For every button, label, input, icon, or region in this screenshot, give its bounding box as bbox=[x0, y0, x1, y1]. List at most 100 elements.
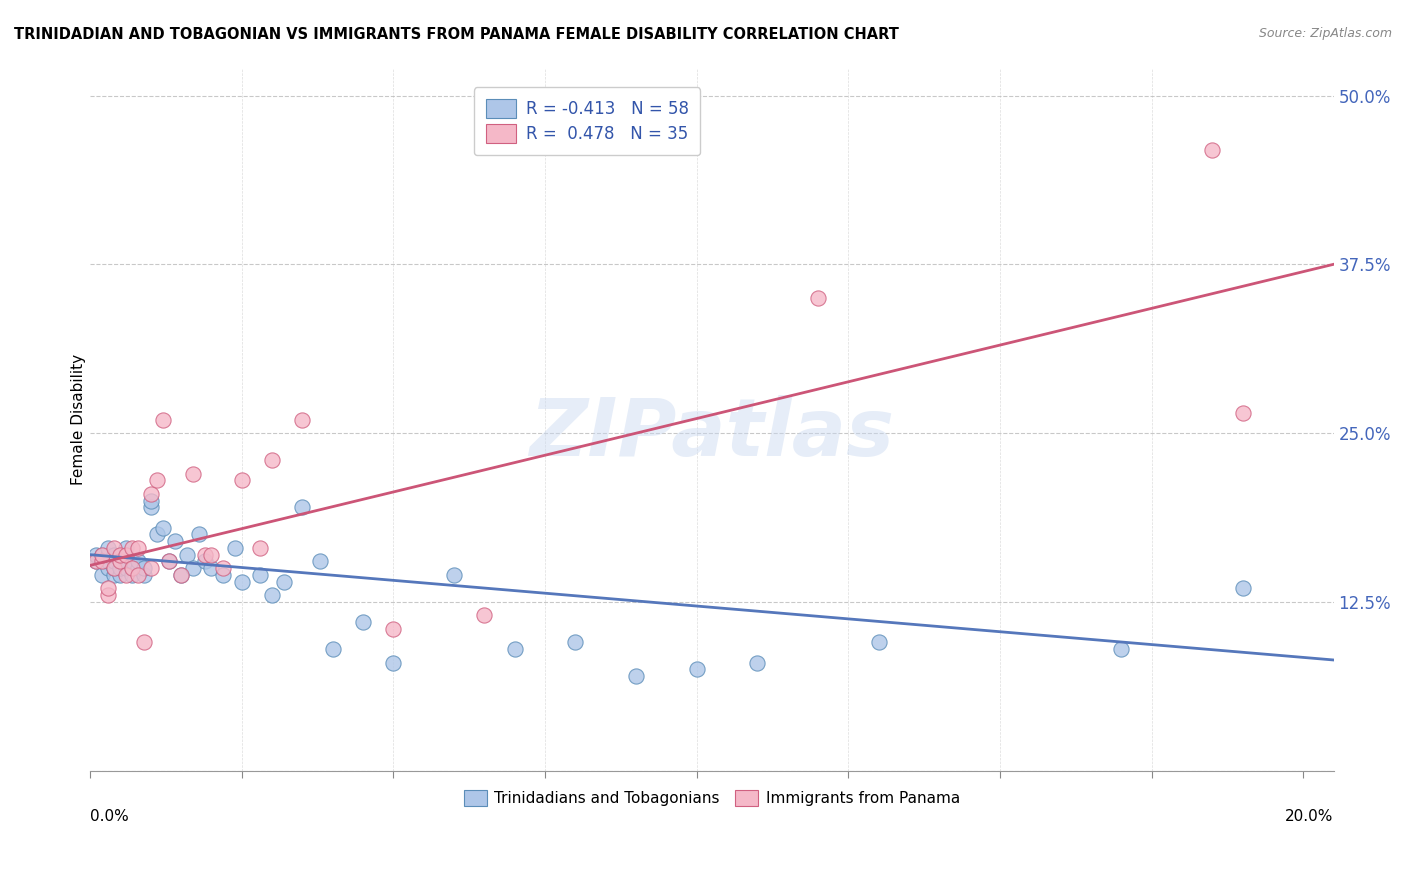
Point bbox=[249, 568, 271, 582]
Point bbox=[1201, 143, 1223, 157]
Point bbox=[503, 642, 526, 657]
Point bbox=[170, 568, 193, 582]
Point bbox=[127, 554, 149, 568]
Point bbox=[121, 561, 143, 575]
Point bbox=[108, 548, 131, 562]
Point bbox=[152, 412, 174, 426]
Point bbox=[231, 574, 253, 589]
Point bbox=[103, 561, 125, 575]
Point bbox=[103, 548, 125, 562]
Point bbox=[84, 554, 107, 568]
Point bbox=[121, 561, 143, 575]
Point bbox=[1109, 642, 1132, 657]
Point bbox=[1232, 406, 1254, 420]
Point bbox=[91, 548, 114, 562]
Point bbox=[231, 474, 253, 488]
Point bbox=[443, 568, 465, 582]
Point bbox=[194, 554, 217, 568]
Point bbox=[188, 527, 211, 541]
Point bbox=[249, 541, 271, 555]
Point bbox=[472, 608, 495, 623]
Point bbox=[291, 500, 314, 515]
Point bbox=[139, 493, 162, 508]
Point bbox=[181, 467, 204, 481]
Point bbox=[115, 541, 138, 555]
Point bbox=[91, 554, 114, 568]
Point bbox=[97, 554, 120, 568]
Point bbox=[84, 548, 107, 562]
Point bbox=[685, 662, 707, 676]
Point bbox=[352, 615, 374, 629]
Point bbox=[91, 554, 114, 568]
Point bbox=[139, 561, 162, 575]
Point bbox=[134, 568, 156, 582]
Point bbox=[868, 635, 890, 649]
Point bbox=[157, 554, 180, 568]
Point bbox=[260, 453, 283, 467]
Point bbox=[134, 561, 156, 575]
Point bbox=[103, 561, 125, 575]
Point bbox=[1232, 582, 1254, 596]
Point bbox=[291, 412, 314, 426]
Point bbox=[200, 561, 222, 575]
Legend: Trinidadians and Tobagonians, Immigrants from Panama: Trinidadians and Tobagonians, Immigrants… bbox=[457, 784, 966, 813]
Point bbox=[134, 635, 156, 649]
Point bbox=[747, 656, 769, 670]
Point bbox=[108, 554, 131, 568]
Point bbox=[807, 291, 830, 305]
Point bbox=[564, 635, 586, 649]
Point bbox=[145, 527, 167, 541]
Point bbox=[115, 554, 138, 568]
Point bbox=[108, 568, 131, 582]
Point bbox=[97, 541, 120, 555]
Point bbox=[91, 568, 114, 582]
Point bbox=[273, 574, 295, 589]
Point bbox=[103, 568, 125, 582]
Y-axis label: Female Disability: Female Disability bbox=[72, 354, 86, 485]
Point bbox=[121, 554, 143, 568]
Point bbox=[97, 588, 120, 602]
Point bbox=[97, 582, 120, 596]
Point bbox=[212, 568, 235, 582]
Point bbox=[97, 561, 120, 575]
Point bbox=[382, 656, 405, 670]
Point bbox=[163, 534, 186, 549]
Point bbox=[181, 561, 204, 575]
Point bbox=[127, 568, 149, 582]
Point bbox=[115, 548, 138, 562]
Point bbox=[157, 554, 180, 568]
Text: ZIPatlas: ZIPatlas bbox=[529, 394, 894, 473]
Point bbox=[103, 554, 125, 568]
Point bbox=[84, 554, 107, 568]
Point bbox=[103, 541, 125, 555]
Point bbox=[624, 669, 647, 683]
Point bbox=[194, 548, 217, 562]
Point bbox=[115, 568, 138, 582]
Point bbox=[200, 548, 222, 562]
Point bbox=[127, 541, 149, 555]
Point bbox=[121, 568, 143, 582]
Text: 20.0%: 20.0% bbox=[1285, 809, 1333, 824]
Point bbox=[170, 568, 193, 582]
Point bbox=[212, 561, 235, 575]
Point bbox=[321, 642, 343, 657]
Point bbox=[309, 554, 332, 568]
Point bbox=[382, 622, 405, 636]
Point bbox=[121, 541, 143, 555]
Point bbox=[97, 548, 120, 562]
Point bbox=[139, 487, 162, 501]
Point bbox=[91, 548, 114, 562]
Point bbox=[260, 588, 283, 602]
Point bbox=[108, 561, 131, 575]
Point bbox=[152, 521, 174, 535]
Text: 0.0%: 0.0% bbox=[90, 809, 128, 824]
Point bbox=[127, 561, 149, 575]
Text: TRINIDADIAN AND TOBAGONIAN VS IMMIGRANTS FROM PANAMA FEMALE DISABILITY CORRELATI: TRINIDADIAN AND TOBAGONIAN VS IMMIGRANTS… bbox=[14, 27, 898, 42]
Point bbox=[176, 548, 198, 562]
Point bbox=[145, 474, 167, 488]
Point bbox=[224, 541, 246, 555]
Point bbox=[139, 500, 162, 515]
Text: Source: ZipAtlas.com: Source: ZipAtlas.com bbox=[1258, 27, 1392, 40]
Point bbox=[108, 554, 131, 568]
Point bbox=[115, 561, 138, 575]
